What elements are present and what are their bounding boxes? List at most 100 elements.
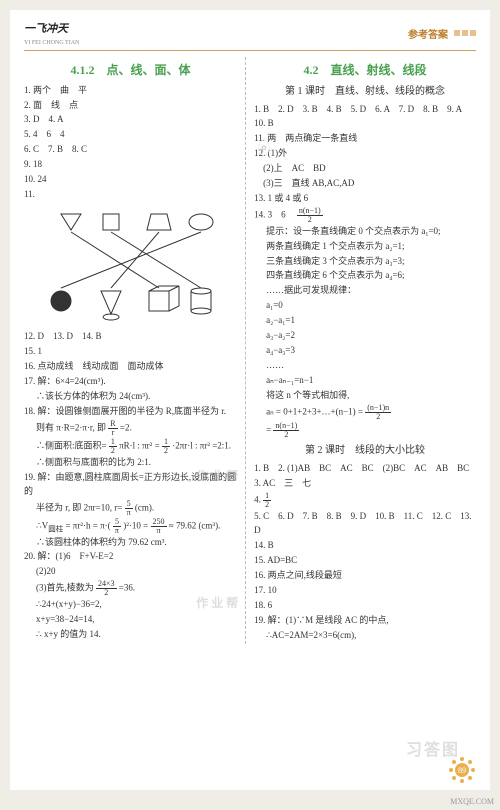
answer-line: 12. (1)外 [254,147,476,161]
answer-line: 10. 24 [24,173,237,187]
answer-line: 1. B 2. D 3. B 4. B 5. D 6. A 7. D 8. B … [254,103,476,131]
eq-sub: 圆柱 [48,524,63,533]
eq-text: =2. [120,422,132,432]
answer-line: 14. B [254,539,476,553]
answer-line: 1. 两个 曲 平 [24,84,237,98]
answer-line: ∴ x+y 的值为 14. [24,628,237,642]
answer-line: 16. 两点之间,线段最短 [254,569,476,583]
stamp-icon: ✿ [258,140,270,156]
fraction: 250π [151,518,167,535]
fraction: 24×32 [96,580,117,597]
right-column: 4.2 直线、射线、线段 第 1 课时 直线、射线、线段的概念 1. B 2. … [254,57,476,644]
eq-text: 半径为 r, 即 2πr=10, r= [36,502,125,512]
hint-line: a₄−a₃=3 [254,344,476,358]
answer-line: (2)20 [24,565,237,579]
fraction: 5π [125,500,133,517]
eq-text: ≈ 79.62 (cm³). [169,520,221,530]
answer-line: 13. 1 或 4 或 6 [254,192,476,206]
answer-line: ∴该圆柱体的体积约为 79.62 cm³. [24,536,237,550]
hint-line: ……据此可发现规律： [254,284,476,298]
answer-line: ∴AC=2AM=2×3=6(cm), [254,629,476,643]
fraction: (n−1)n2 [365,404,391,421]
answer-line: 2. 面 线 点 [24,99,237,113]
equation-line: 则有 π·R=2·π·r, 即 Rr =2. [24,420,237,437]
equation-line: 4. 12 [254,492,476,509]
fraction: n(n−1)2 [273,422,299,439]
header-deco-icon [454,30,476,36]
equation-line: = n(n−1)2 [254,422,476,439]
equation-line: ∴V圆柱 = πr²·h = π·( 5π )²·10 = 250π ≈ 79.… [24,518,237,535]
answer-key-label: 参考答案 [408,26,448,41]
answer-line: 12. D 13. D 14. B [24,330,237,344]
answer-line: 17. 10 [254,584,476,598]
page-number-badge: 89 [448,756,476,784]
answer-line: 6. C 7. B 8. C [24,143,237,157]
section-4-1-2-title: 4.1.2 点、线、面、体 [24,61,237,80]
hint-line: 两条直线确定 1 个交点表示为 a₂=1; [254,240,476,254]
answer-line: 3. D 4. A [24,113,237,127]
hint-line: a₂−a₁=1 [254,314,476,328]
lesson-1-title: 第 1 课时 直线、射线、线段的概念 [254,84,476,100]
section-4-2-title: 4.2 直线、射线、线段 [254,61,476,80]
left-column: 4.1.2 点、线、面、体 1. 两个 曲 平 2. 面 线 点 3. D 4.… [24,57,246,644]
eq-text: = πr²·h = π·( [65,520,110,530]
answer-line: 11. [24,188,237,202]
lesson-2-title: 第 2 课时 线段的大小比较 [254,443,476,459]
eq-text: ·2πr·l : πr² =2:1. [172,440,231,450]
equation-line: aₙ = 0+1+2+3+…+(n−1) = (n−1)n2 [254,404,476,421]
watermark-faint: 作业帮 [196,467,241,486]
matching-diagram [31,206,231,326]
answer-line: (3)三 直线 AB,AC,AD [254,177,476,191]
header-right: 参考答案 [408,26,476,41]
hint-line: 四条直线确定 6 个交点表示为 a₄=6; [254,269,476,283]
hint-line: 提示：设一条直线确定 0 个交点表示为 a₁=0; [254,225,476,239]
eq-text: 4. [254,495,263,505]
watermark-faint: 作业帮 [196,594,241,613]
answer-line: 9. 18 [24,158,237,172]
equation-line: 14. 3 6 n(n−1)2 [254,207,476,224]
answer-line: 5. C 6. D 7. B 8. B 9. D 10. B 11. C 12.… [254,510,476,538]
eq-text: (cm). [135,502,154,512]
page-header: 一飞冲天 YI FEI CHONG TIAN 参考答案 [24,20,476,51]
watermark-brand: 习答图 [406,736,460,760]
answer-line: ∴该长方体的体积为 24(cm³). [24,390,237,404]
eq-text: 则有 π·R=2·π·r, 即 [36,422,108,432]
answer-line: 18. 6 [254,599,476,613]
answer-line: 16. 点动成线 线动成面 面动成体 [24,360,237,374]
page: 一飞冲天 YI FEI CHONG TIAN 参考答案 4.1.2 点、线、面、… [10,10,490,790]
answer-line: 11. 两 两点确定一条直线 [254,132,476,146]
page-number: 89 [458,766,466,775]
eq-text: (3)首先,棱数为 [36,583,96,593]
hint-line: 将这 n 个等式相加得, [254,389,476,403]
eq-text: ∴V [36,520,48,530]
fraction: Rr [108,420,117,437]
fraction: n(n−1)2 [297,207,323,224]
answer-line: 1. B 2. (1)AB BC AC BC (2)BC AC AB BC [254,462,476,476]
logo-block: 一飞冲天 YI FEI CHONG TIAN [24,20,79,46]
eq-text: )²·10 = [123,520,150,530]
equation-line: 半径为 r, 即 2πr=10, r= 5π (cm). [24,500,237,517]
hint-line: a₁=0 [254,299,476,313]
hint-line: 三条直线确定 3 个交点表示为 a₃=3; [254,255,476,269]
logo-subtext: YI FEI CHONG TIAN [24,40,79,46]
answer-line: 18. 解：设圆锥侧面展开图的半径为 R,底面半径为 r. [24,405,237,419]
fraction: 5π [113,518,121,535]
eq-text: =36. [119,583,135,593]
answer-line: 17. 解：6×4=24(cm³). [24,375,237,389]
answer-line: 20. 解：(1)6 F+V-E=2 [24,550,237,564]
answer-line: 3. AC 三 七 [254,477,476,491]
hint-line: a₃−a₂=2 [254,329,476,343]
answer-line: 15. 1 [24,345,237,359]
answer-line: (2)上 AC BD [254,162,476,176]
logo-text: 一飞冲天 [24,23,68,35]
answer-line: 5. 4 6 4 [24,128,237,142]
equation-line: ∴侧面积:底面积= 12 πR·l : πr² = 12 ·2πr·l : πr… [24,438,237,455]
eq-text: πR·l : πr² = [119,440,162,450]
hint-line: …… [254,359,476,373]
hint-line: aₙ−aₙ₋₁=n−1 [254,374,476,388]
eq-text: 14. 3 6 [254,209,295,219]
answer-line: 15. AD=BC [254,554,476,568]
eq-text: ∴侧面积:底面积= [36,440,109,450]
fraction: 12 [263,492,271,509]
site-watermark: MXQE.COM [450,797,494,806]
